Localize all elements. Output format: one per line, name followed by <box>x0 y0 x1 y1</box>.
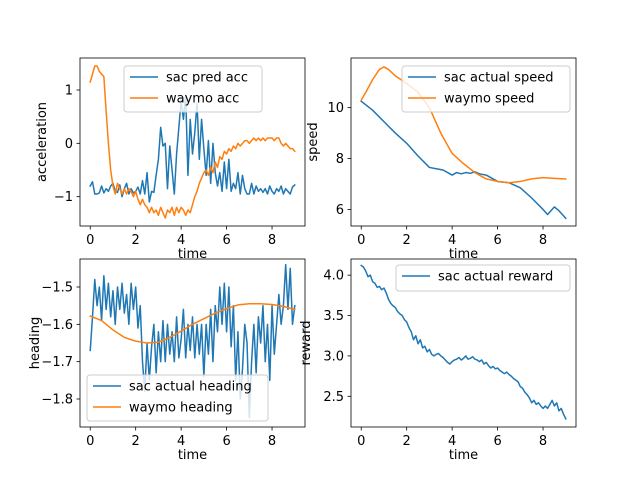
legend-box <box>123 65 263 113</box>
y-axis-label: acceleration <box>35 102 50 182</box>
legend-label: sac actual reward <box>438 270 553 285</box>
y-tick-label: −1.6 <box>41 318 73 333</box>
y-tick-label: 3.5 <box>323 309 344 324</box>
series-group <box>89 263 296 419</box>
subplot-4: 0 2 4 6 8 2.5 3.0 3.5 4.0 time reward sac actual re… <box>299 258 577 463</box>
axes-frame <box>79 57 306 227</box>
x-tick-label: 4 <box>448 233 456 248</box>
y-tick-label: 1 <box>65 84 73 99</box>
x-axis-label: time <box>178 448 207 463</box>
x-tick-label: 4 <box>177 233 185 248</box>
x-tick-label: 8 <box>268 233 276 248</box>
series-group <box>360 264 567 420</box>
series-line-2 <box>89 65 296 219</box>
y-tick-label: 2.5 <box>323 390 344 405</box>
axes-frame <box>350 258 577 428</box>
series-line-2 <box>89 303 296 344</box>
x-tick-label: 4 <box>177 434 185 449</box>
x-tick-label: 8 <box>539 233 547 248</box>
series-line-1 <box>360 264 567 420</box>
y-tick-label: 0 <box>65 137 73 152</box>
y-axis-label: speed <box>306 122 321 161</box>
y-tick-label: −1.7 <box>41 355 73 370</box>
y-tick-label: −1 <box>54 190 73 205</box>
legend-label: sac actual heading <box>129 380 252 395</box>
x-tick-label: 2 <box>403 434 411 449</box>
y-tick-label: 6 <box>336 203 344 218</box>
x-tick-label: 0 <box>86 233 94 248</box>
series-line-2 <box>360 66 567 184</box>
x-tick-label: 0 <box>357 434 365 449</box>
x-tick-label: 6 <box>493 233 501 248</box>
x-tick-label: 0 <box>357 233 365 248</box>
legend-label: waymo heading <box>129 401 233 416</box>
x-tick-label: 8 <box>268 434 276 449</box>
y-axis-label: heading <box>28 317 43 370</box>
subplot-2: 0 2 4 6 8 6 8 10 time speed sac actual speed waymo … <box>306 57 577 262</box>
x-tick-label: 2 <box>132 434 140 449</box>
series-group <box>360 66 567 220</box>
legend-box <box>86 374 269 422</box>
x-tick-label: 0 <box>86 434 94 449</box>
y-tick-label: 4.0 <box>323 269 344 284</box>
legend: sac actual heading waymo heading <box>86 374 269 422</box>
y-tick-label: −1.8 <box>41 393 73 408</box>
x-tick-label: 8 <box>539 434 547 449</box>
x-tick-label: 6 <box>493 434 501 449</box>
legend: sac actual speed waymo speed <box>401 65 571 113</box>
x-tick-label: 4 <box>448 434 456 449</box>
axes-frame <box>350 57 577 227</box>
subplot-3: 0 2 4 6 8 −1.8 −1.7 −1.6 −1.5 time heading sac actu… <box>28 258 306 463</box>
y-tick-label: 10 <box>327 101 344 116</box>
x-axis-label: time <box>449 448 478 463</box>
x-axis-label: time <box>178 247 207 262</box>
y-axis-label: reward <box>299 320 314 365</box>
legend-box <box>395 264 571 292</box>
y-tick-label: −1.5 <box>41 281 73 296</box>
subplot-1: 0 2 4 6 8 −1 0 1 time acceleration sac pred acc way… <box>35 57 306 262</box>
y-tick-label: 8 <box>336 152 344 167</box>
x-axis-label: time <box>449 247 478 262</box>
x-tick-label: 2 <box>403 233 411 248</box>
legend: sac actual reward <box>395 264 571 292</box>
series-group <box>89 65 296 219</box>
x-tick-label: 2 <box>132 233 140 248</box>
legend: sac pred acc waymo acc <box>123 65 263 113</box>
legend-box <box>401 65 571 113</box>
series-line-1 <box>360 100 567 220</box>
legend-label: sac pred acc <box>166 71 248 86</box>
axes-frame <box>79 258 306 428</box>
x-tick-label: 6 <box>222 233 230 248</box>
subplot-grid: 0 2 4 6 8 −1 0 1 time acceleration sac pred acc way… <box>28 57 577 463</box>
series-line-1 <box>89 263 296 419</box>
x-tick-label: 6 <box>222 434 230 449</box>
legend-label: waymo acc <box>166 92 239 107</box>
legend-label: waymo speed <box>444 92 534 107</box>
y-tick-label: 3.0 <box>323 349 344 364</box>
legend-label: sac actual speed <box>444 71 553 86</box>
